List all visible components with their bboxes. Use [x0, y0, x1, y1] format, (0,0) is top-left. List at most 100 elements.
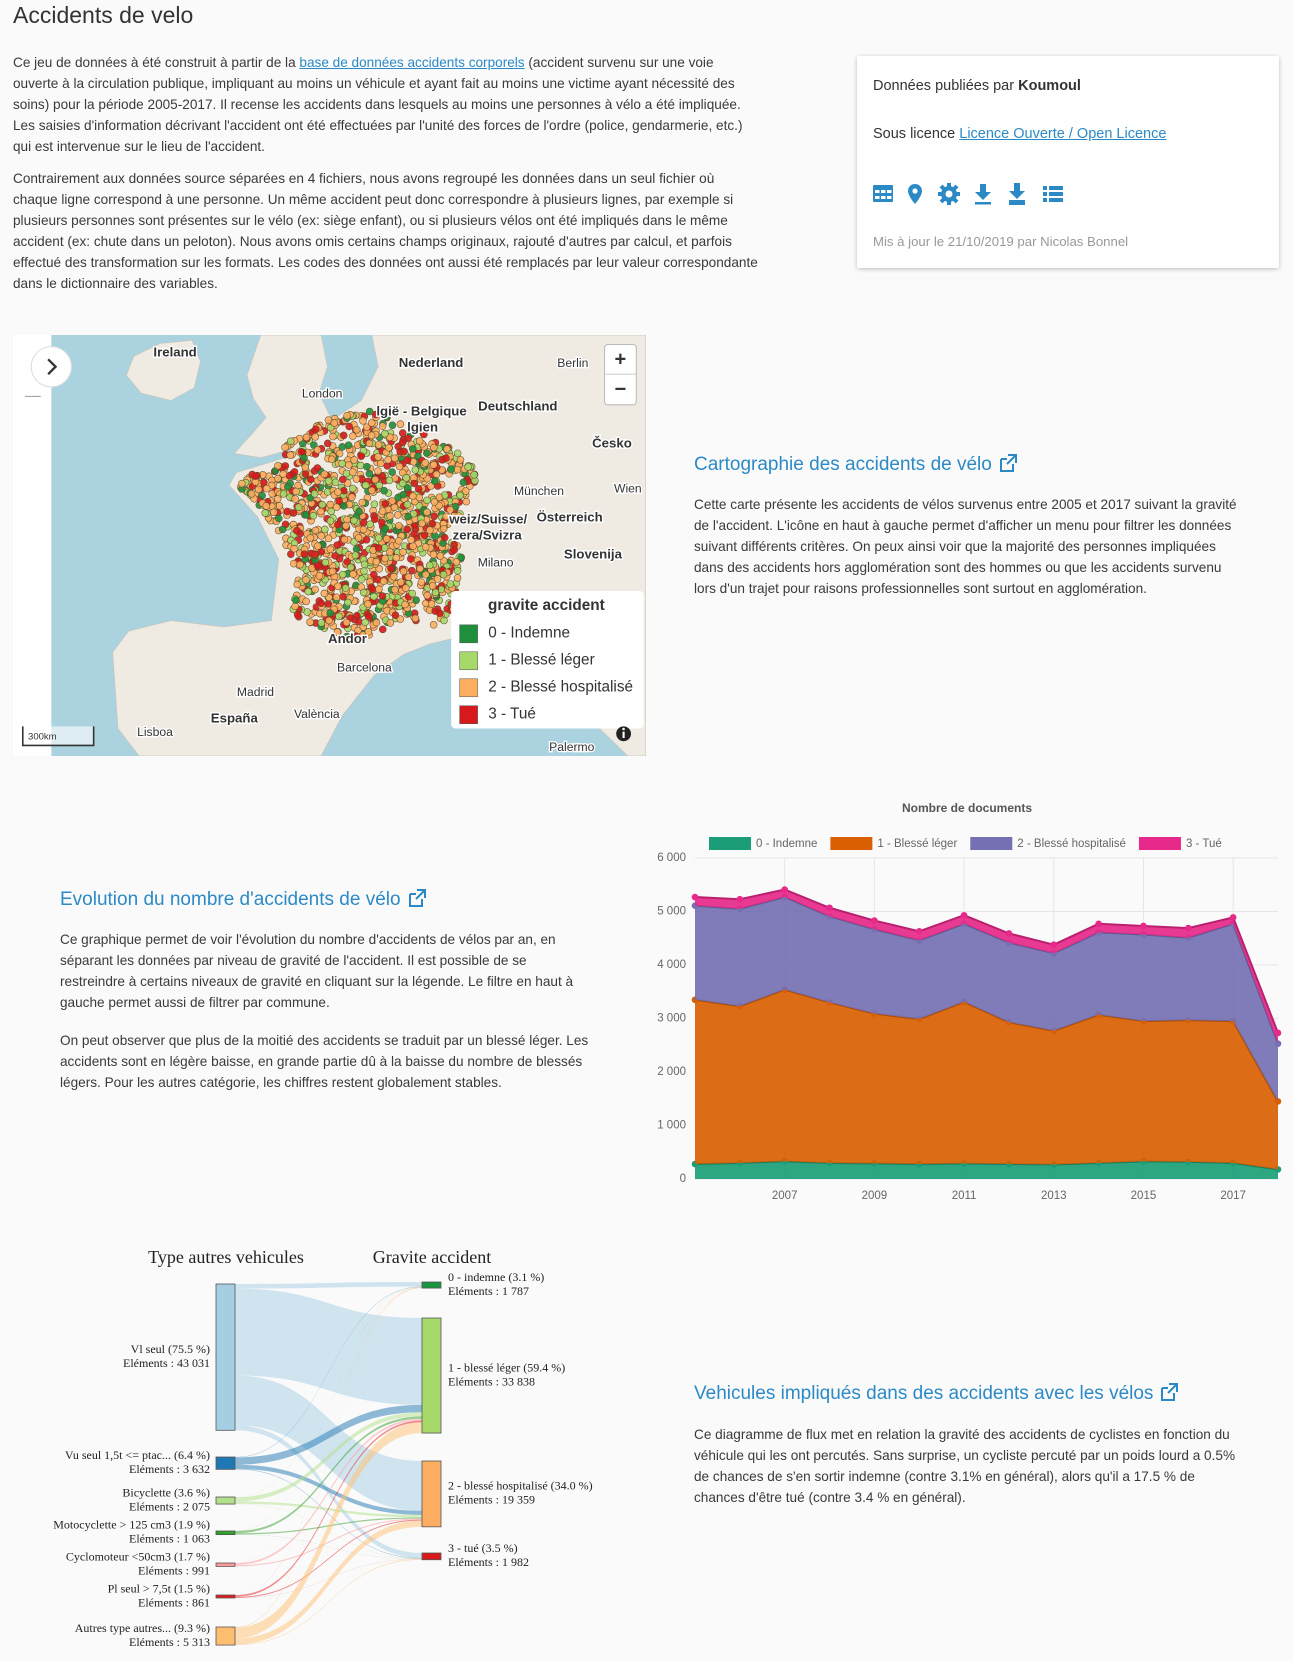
publisher: Koumoul — [1018, 78, 1081, 94]
sankey-node[interactable] — [215, 1594, 236, 1599]
sankey-node[interactable] — [215, 1530, 236, 1536]
y-tick-label: 1 000 — [657, 1120, 686, 1132]
list-icon[interactable] — [1043, 186, 1063, 202]
accident-point — [404, 573, 413, 581]
accident-point — [345, 422, 353, 431]
updated-line: Mis à jour le 21/10/2019 par Nicolas Bon… — [873, 234, 1129, 249]
intro-paragraph: Contrairement aux données source séparée… — [13, 171, 758, 291]
point — [1274, 1029, 1282, 1037]
text: Données publiées par — [873, 78, 1019, 94]
accident-point — [335, 449, 344, 458]
sankey-header: Type autres vehicules — [148, 1247, 304, 1267]
download-full-icon[interactable] — [1009, 183, 1025, 205]
legend-label[interactable]: 0 - Indemne — [756, 838, 817, 850]
page-title: Accidents de velo — [13, 2, 194, 28]
x-tick-label: 2017 — [1220, 1190, 1246, 1202]
legend-swatch[interactable] — [1138, 837, 1181, 850]
text: Sous licence — [873, 126, 960, 142]
node-label: Cyclomoteur <50cm3 (1.7 %) — [66, 1549, 210, 1563]
licence-line: Sous licence Licence Ouverte / Open Lice… — [873, 126, 1166, 142]
intro-paragraph: Ce jeu de données à été construit à part… — [13, 52, 758, 157]
publisher-line: Données publiées par Koumoul — [873, 78, 1081, 94]
node-value-label: Eléments : 1 982 — [448, 1555, 529, 1569]
node-value-label: Eléments : 3 632 — [129, 1462, 210, 1476]
node-value-label: Eléments : 5 313 — [129, 1635, 210, 1649]
y-tick-label: 6 000 — [657, 852, 686, 864]
node-value-label: Eléments : 19 359 — [448, 1493, 535, 1507]
node-value-label: Eléments : 861 — [138, 1595, 210, 1609]
sankey-node[interactable] — [421, 1552, 442, 1561]
accident-point — [394, 511, 402, 519]
sankey-node[interactable] — [421, 1317, 442, 1434]
point — [781, 886, 788, 893]
node-label: 1 - blessé léger (59.4 %) — [448, 1360, 565, 1374]
point — [1185, 924, 1192, 932]
y-tick-label: 2 000 — [657, 1066, 686, 1078]
map-icon[interactable] — [908, 184, 922, 204]
node-label: Vu seul 1,5t <= ptac... (6.4 %) — [65, 1448, 210, 1462]
point — [1140, 922, 1147, 930]
y-tick-label: 0 — [680, 1173, 686, 1185]
sankey-chart: Type autres vehicules Gravite accident Vl … — [53, 1247, 592, 1649]
x-tick-label: 2011 — [952, 1190, 977, 1202]
accident-point — [388, 468, 396, 476]
sankey-node[interactable] — [215, 1283, 236, 1431]
text: Ce jeu de données à été construit à part… — [13, 55, 300, 70]
point — [1229, 914, 1237, 921]
download-icon[interactable] — [975, 184, 991, 205]
x-tick-label: 2015 — [1131, 1190, 1157, 1202]
node-value-label: Eléments : 33 838 — [448, 1374, 535, 1388]
y-tick-label: 5 000 — [657, 906, 686, 918]
point — [736, 895, 744, 903]
accident-point — [359, 588, 368, 597]
accident-point — [412, 596, 420, 604]
node-value-label: Eléments : 1 787 — [448, 1284, 529, 1298]
accident-point — [429, 620, 438, 629]
accident-point — [396, 420, 405, 428]
sankey-node[interactable] — [215, 1626, 236, 1646]
accident-points — [236, 407, 479, 642]
node-value-label: Eléments : 43 031 — [123, 1356, 210, 1370]
node-label: 2 - blessé hospitalisé (34.0 %) — [448, 1479, 593, 1493]
licence-link[interactable]: Licence Ouverte / Open Licence — [959, 126, 1167, 142]
legend-swatch[interactable] — [709, 837, 751, 850]
node-label: 3 - tué (3.5 %) — [448, 1541, 518, 1555]
accident-point — [378, 422, 387, 430]
links — [235, 1282, 422, 1646]
legend-swatch[interactable] — [830, 837, 873, 850]
action-icons — [873, 183, 1063, 205]
x-tick-label: 2009 — [862, 1190, 888, 1202]
legend-label[interactable]: 3 - Tué — [1186, 838, 1222, 850]
accident-point — [457, 553, 465, 562]
flow — [235, 1282, 422, 1289]
table-icon[interactable] — [873, 185, 893, 202]
chart-title: Nombre de documents — [902, 801, 1032, 815]
x-tick-label: 2007 — [772, 1190, 798, 1202]
point — [1050, 941, 1058, 948]
legend-label[interactable]: 1 - Blessé léger — [877, 838, 957, 850]
link[interactable]: base de données accidents corporels — [299, 55, 525, 70]
sankey-header: Gravite accident — [373, 1247, 491, 1267]
area-chart: Nombre de documents 0 1 000 2 000 3 000 4 000… — [657, 801, 1282, 1202]
sankey-node[interactable] — [215, 1562, 236, 1567]
point — [871, 917, 878, 924]
legend-swatch[interactable] — [970, 837, 1013, 850]
sankey-node[interactable] — [215, 1456, 236, 1470]
settings-icon[interactable] — [938, 183, 960, 205]
sankey-node[interactable] — [215, 1496, 236, 1505]
accident-point — [423, 449, 431, 457]
sankey-node[interactable] — [421, 1460, 442, 1528]
metadata-card: Données publiées par Koumoul Sous licenc… — [857, 56, 1279, 268]
y-tick-label: 3 000 — [657, 1013, 686, 1025]
node-label: Motocyclette > 125 cm3 (1.9 %) — [53, 1518, 210, 1532]
node-label: Autres type autres... (9.3 %) — [75, 1621, 210, 1635]
text: (accident survenu sur une voie ouverte à… — [13, 55, 743, 154]
point — [1005, 930, 1013, 937]
sankey-node[interactable] — [421, 1281, 442, 1289]
flow — [235, 1559, 422, 1646]
legend-label[interactable]: 2 - Blessé hospitalisé — [1017, 838, 1126, 850]
point — [826, 904, 833, 912]
